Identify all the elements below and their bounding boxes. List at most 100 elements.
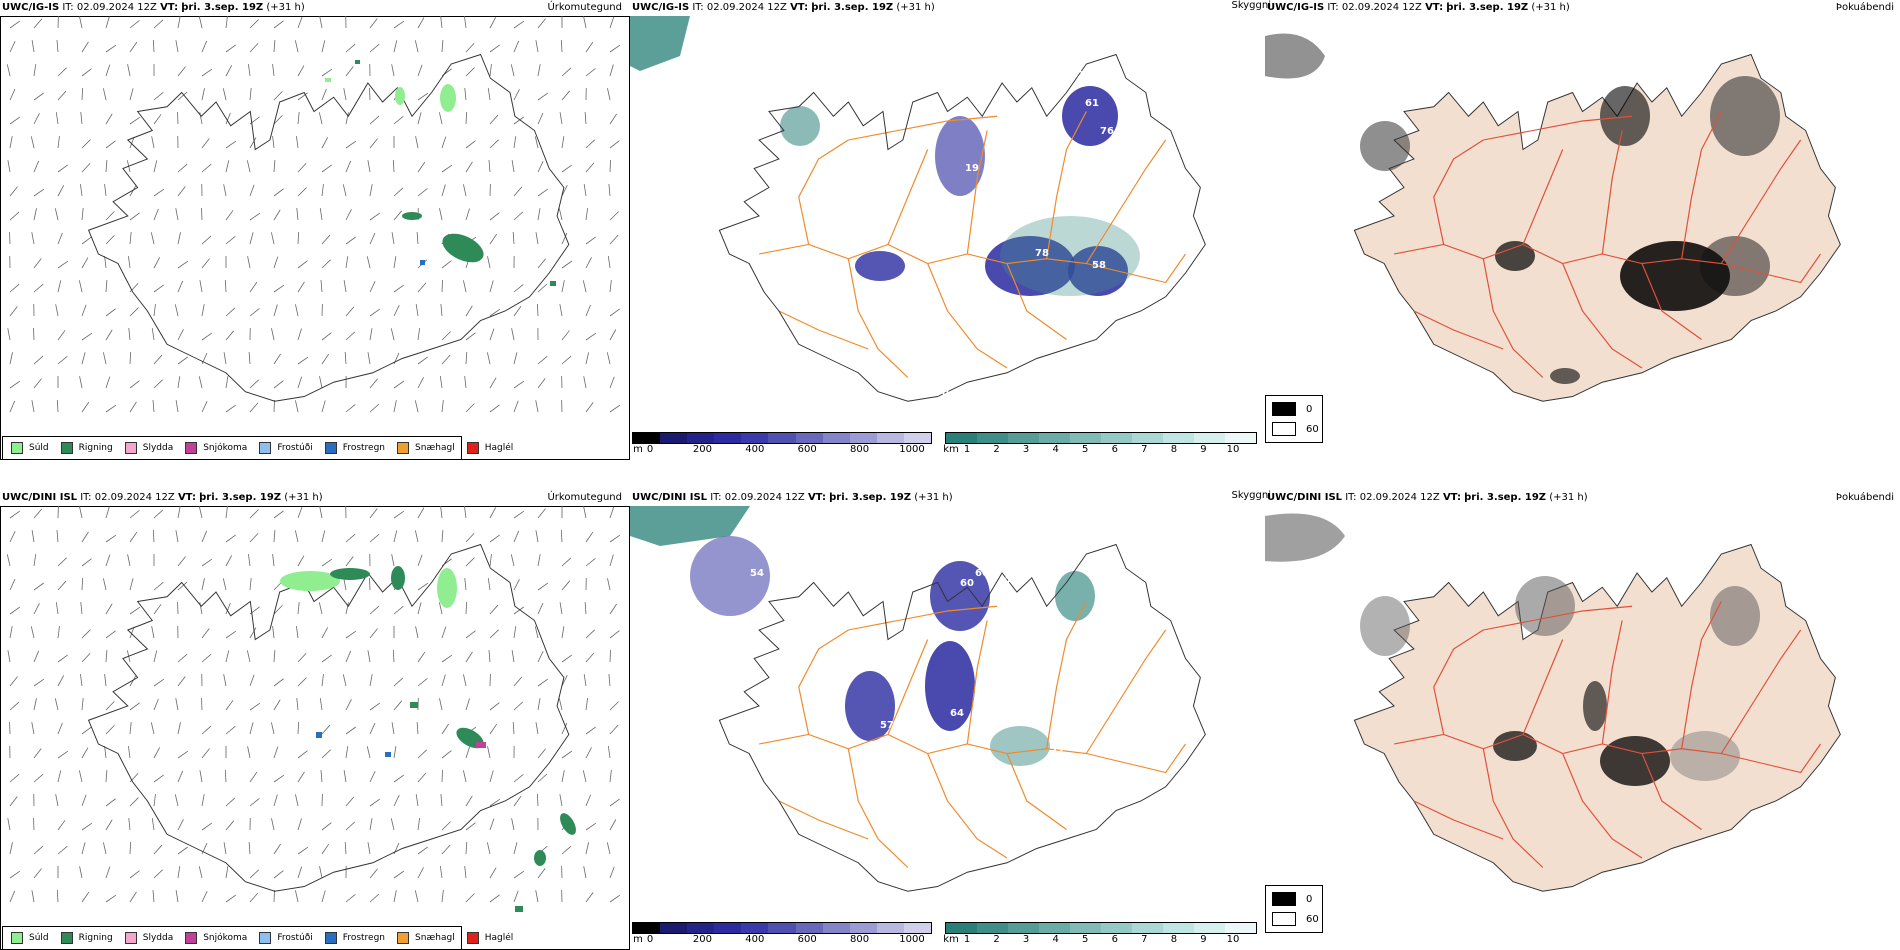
wind-barb (585, 68, 596, 77)
wind-barb (465, 111, 468, 125)
it-value: 02.09.2024 12Z (706, 2, 787, 13)
wind-barb (559, 304, 563, 317)
wind-barb (345, 746, 349, 759)
wind-barb (9, 842, 13, 855)
wind-barb (487, 88, 491, 101)
wind-barb (607, 88, 611, 101)
wind-barb (273, 91, 283, 101)
wind-barb (296, 626, 299, 639)
wind-barb (177, 866, 181, 879)
wind-barb (489, 139, 499, 149)
wind-barb (606, 842, 611, 855)
colorbar-tick: 600 (797, 934, 817, 945)
wind-barb (225, 376, 229, 389)
wind-barb (57, 280, 62, 293)
wind-barb (393, 606, 404, 615)
colorbar-segment (822, 923, 850, 933)
wind-barb (585, 531, 594, 543)
wind-barb (57, 722, 63, 735)
wind-barb (561, 232, 568, 245)
wind-barb (321, 332, 332, 341)
wind-barb (390, 818, 395, 831)
wind-barb (57, 90, 67, 101)
wind-barb (441, 530, 444, 543)
roads (1393, 601, 1821, 868)
wind-barb (537, 92, 549, 101)
colorbar-unit: m (633, 934, 643, 945)
colorbar-segment (946, 923, 977, 933)
wind-barb (31, 40, 35, 53)
wind-barb (103, 352, 107, 365)
legend-swatch (259, 442, 272, 454)
wind-barb (129, 797, 139, 807)
wind-barb (465, 67, 475, 77)
wind-barb (417, 846, 428, 855)
wind-barb (129, 675, 137, 687)
wind-barb (152, 39, 155, 53)
wind-barb (367, 842, 371, 855)
lead-time: (+31 h) (896, 2, 935, 13)
wind-barb (127, 64, 131, 77)
wind-barb (417, 818, 421, 831)
it-value: 02.09.2024 12Z (94, 492, 175, 503)
wind-barb (9, 870, 21, 879)
fog-patch (1265, 33, 1325, 79)
fog-legend-label: 0 (1306, 403, 1313, 415)
wind-barb (609, 701, 619, 711)
wind-barb (225, 236, 236, 245)
wind-barb (9, 606, 21, 615)
wind-barb (440, 16, 443, 29)
wind-barb (486, 352, 491, 365)
wind-barb (513, 890, 519, 903)
wind-barb (9, 578, 16, 591)
wind-barb (369, 674, 373, 687)
wind-barb (417, 356, 428, 365)
wind-barb (129, 401, 137, 413)
wind-barb (295, 400, 299, 413)
vis-areas (690, 536, 1095, 766)
wind-barb (345, 556, 354, 567)
colorbar-unit: km (943, 934, 959, 945)
wind-barb (198, 16, 203, 29)
wind-barb (225, 894, 237, 903)
wind-barb (249, 798, 260, 807)
wind-barb (321, 724, 331, 735)
wind-barb (33, 554, 37, 567)
colorbar-segment (795, 433, 823, 443)
wind-barb (297, 376, 303, 389)
wind-barb (33, 603, 40, 615)
fog-legend-item: 0 (1272, 402, 1312, 416)
wind-barb (151, 818, 155, 831)
colorbar-segment (1163, 433, 1194, 443)
wind-barb (297, 750, 308, 759)
colorbar-segment (903, 433, 932, 443)
fog-legend-item: 60 (1272, 422, 1319, 436)
wind-barb (129, 510, 140, 519)
wind-barb (414, 890, 419, 903)
wind-barb (105, 44, 117, 53)
wind-barb (33, 208, 37, 221)
wind-barb (513, 842, 518, 855)
wind-barb (249, 232, 254, 245)
wind-barb (609, 534, 621, 543)
wind-barb (511, 818, 515, 831)
visibility-value: 56 (930, 730, 944, 741)
wind-barb (9, 211, 20, 221)
vis-teal-haze (630, 506, 750, 546)
wind-barb (9, 530, 16, 543)
wind-barb (9, 20, 21, 29)
wind-barb (558, 698, 563, 711)
wind-barb (486, 842, 491, 855)
wind-barb (343, 578, 347, 591)
wind-barb (489, 114, 499, 125)
wind-barb (33, 650, 40, 663)
wind-barb (273, 115, 283, 125)
wind-barb (321, 88, 327, 101)
wind-barb (345, 894, 356, 903)
wind-barb (57, 846, 68, 855)
wind-barb (609, 44, 621, 53)
wind-barb (129, 116, 141, 125)
wind-barb (440, 304, 443, 317)
colorbar-segment (903, 923, 932, 933)
